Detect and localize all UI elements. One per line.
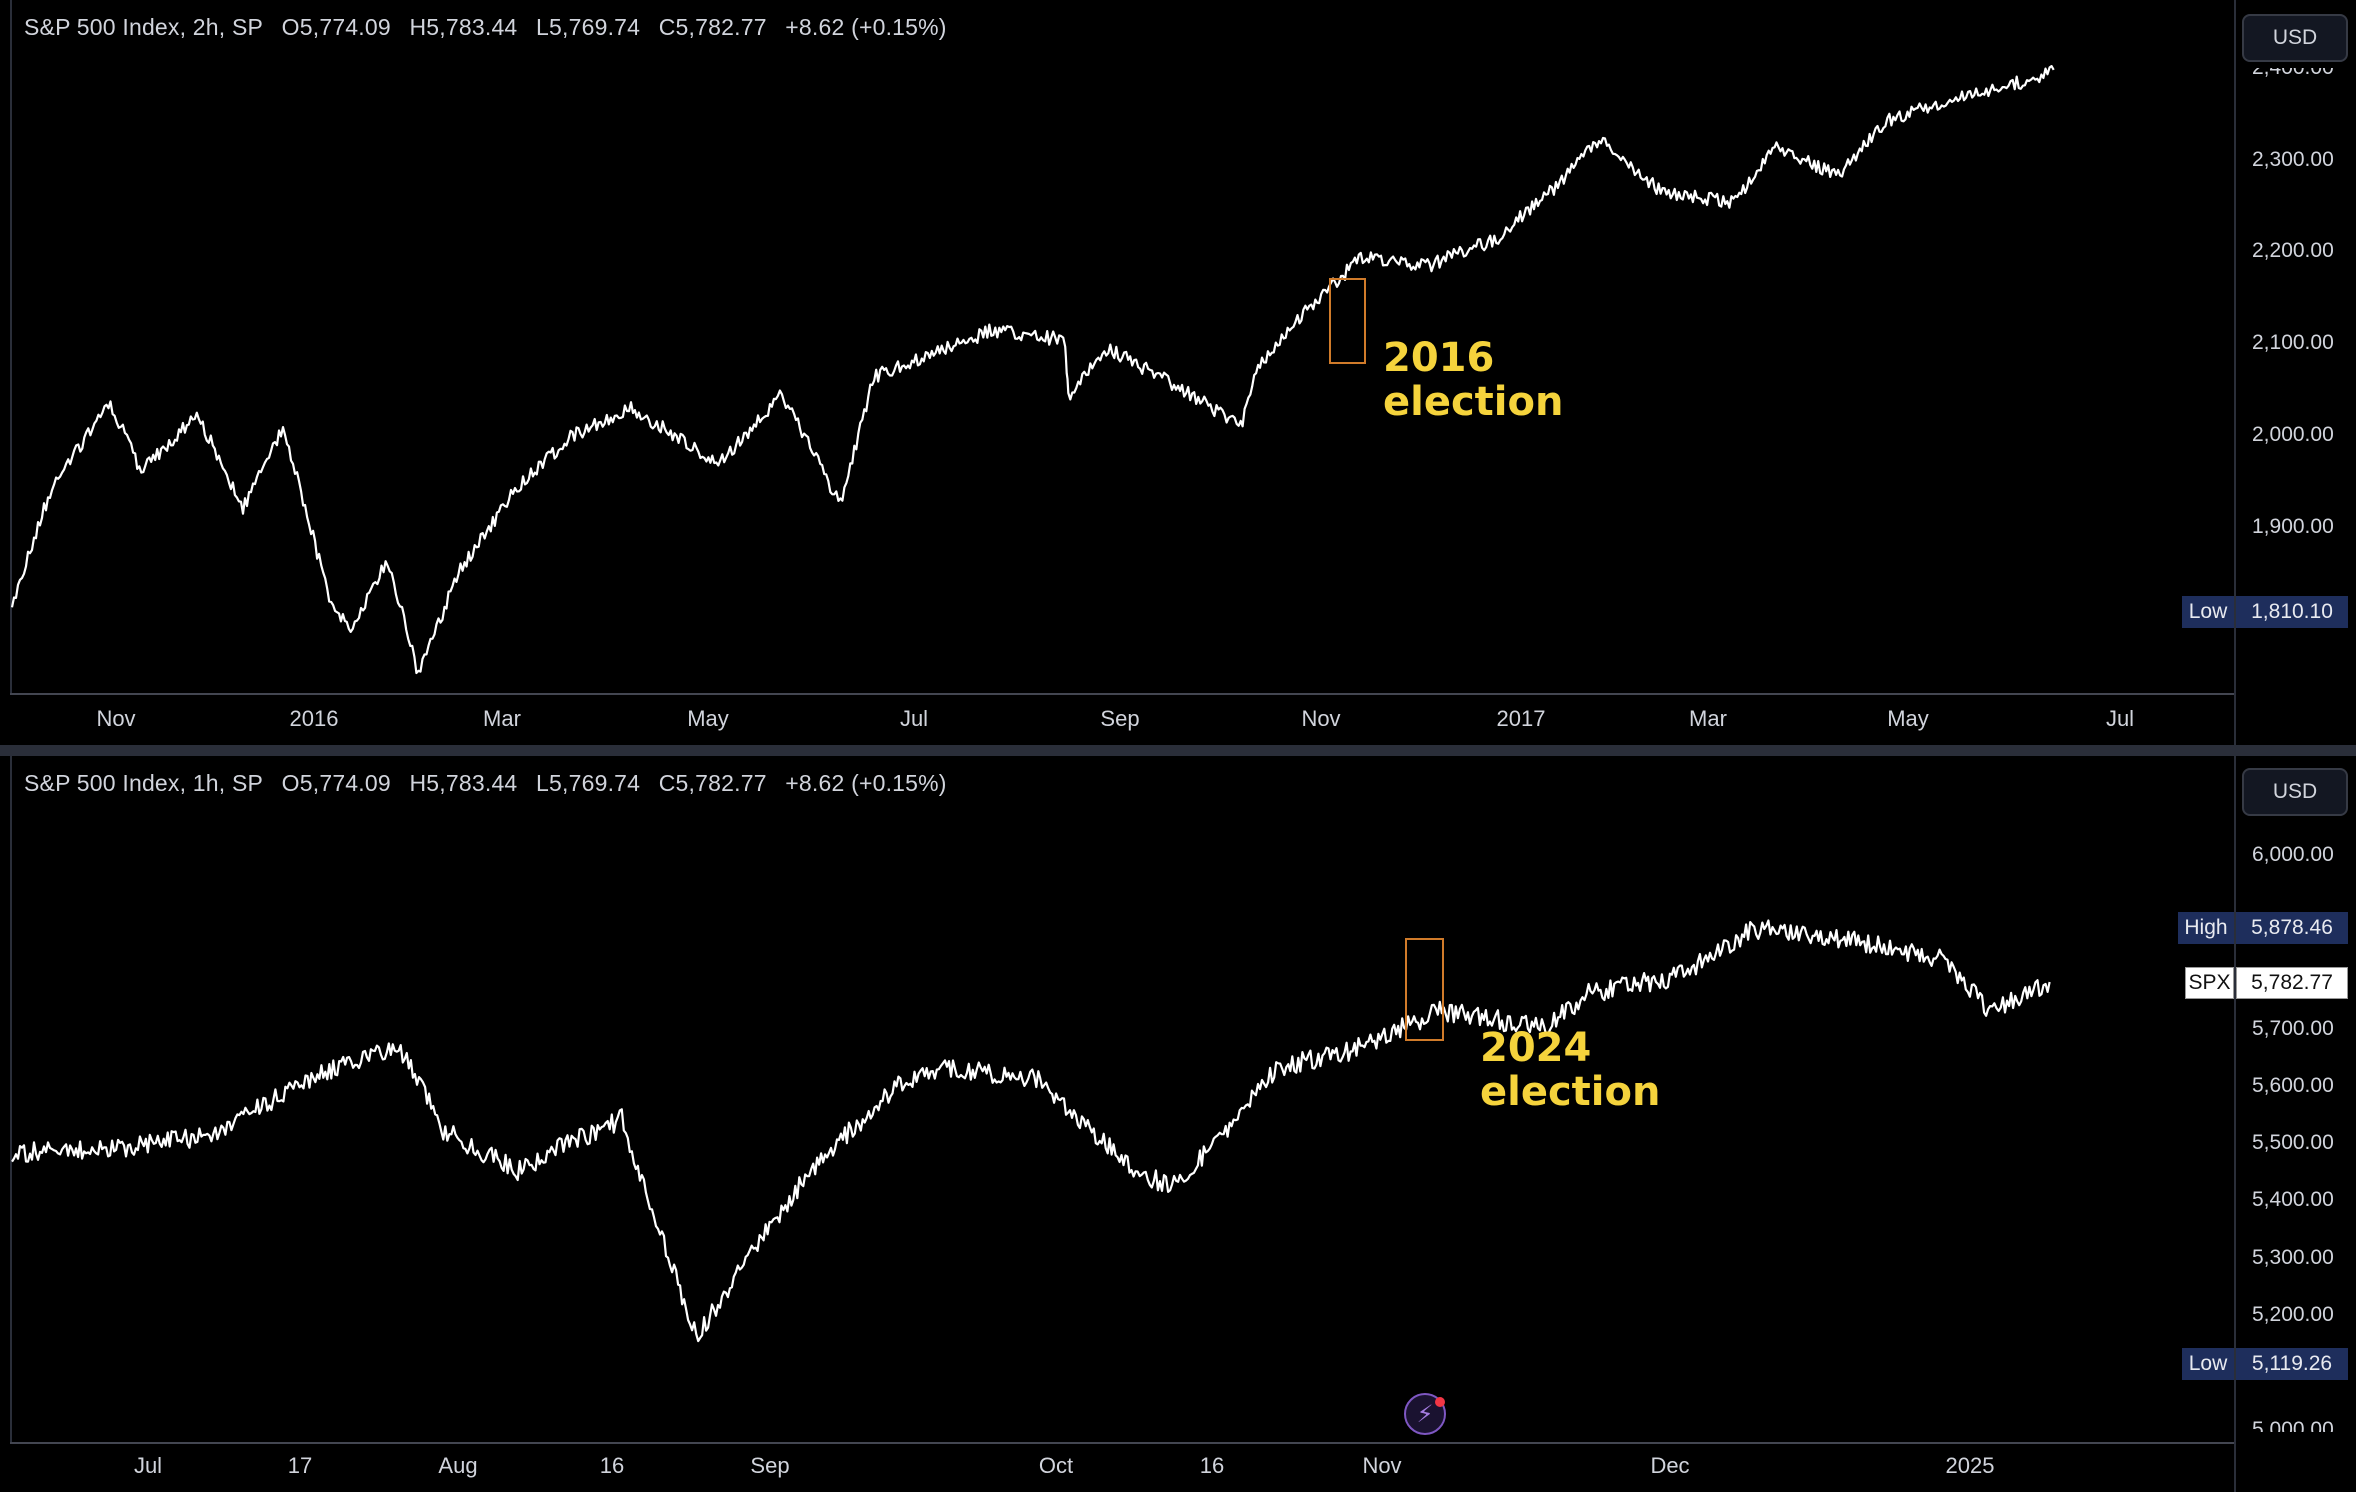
x-tick-label: Jul bbox=[133, 1453, 163, 1478]
x-tick-label: May bbox=[1887, 706, 1929, 731]
legend-high: H5,783.44 bbox=[409, 14, 518, 40]
low-tag-value: 5,119.26 bbox=[2236, 1348, 2348, 1380]
symbol-legend: S&P 500 Index, 1h, SP O5,774.09 H5,783.4… bbox=[24, 770, 959, 797]
y-tick-label: 5,000.00 bbox=[2252, 1418, 2334, 1432]
legend-change: +8.62 (+0.15%) bbox=[785, 770, 947, 796]
y-tick-label: 6,000.00 bbox=[2252, 843, 2334, 866]
election-annotation-2024: 2024 election bbox=[1480, 1026, 1660, 1114]
annotation-year: 2016 bbox=[1383, 335, 1495, 381]
x-tick-label: Mar bbox=[483, 706, 521, 731]
x-tick-label: Nov bbox=[96, 706, 136, 731]
y-tick-label: 5,500.00 bbox=[2252, 1131, 2334, 1154]
legend-high: H5,783.44 bbox=[409, 770, 518, 796]
price-series-line bbox=[11, 919, 2051, 1343]
x-tick-label: May bbox=[687, 706, 729, 731]
y-tick-label: 5,600.00 bbox=[2252, 1074, 2334, 1097]
y-tick-label: 1,900.00 bbox=[2252, 515, 2334, 538]
x-tick-label: Jul bbox=[2105, 706, 2135, 731]
annotation-label: election bbox=[1480, 1069, 1661, 1115]
y-tick-label: 5,400.00 bbox=[2252, 1188, 2334, 1211]
low-tag-label: Low bbox=[2182, 1348, 2234, 1380]
election-annotation-2016: 2016 election bbox=[1383, 336, 1563, 424]
y-tick-label: 2,400.00 bbox=[2252, 56, 2334, 79]
x-tick-label: 2025 bbox=[1945, 1453, 1995, 1478]
x-axis-line bbox=[10, 1442, 2234, 1444]
notification-dot bbox=[1435, 1397, 1445, 1407]
price-series-line bbox=[10, 65, 2055, 675]
x-tick-label: Jul bbox=[899, 706, 929, 731]
symbol-legend: S&P 500 Index, 2h, SP O5,774.09 H5,783.4… bbox=[24, 14, 959, 41]
symbol-price-tag-label: SPX bbox=[2185, 967, 2234, 999]
x-tick-label: 17 bbox=[287, 1453, 313, 1478]
low-tag-label: Low bbox=[2182, 596, 2234, 628]
y-axis-separator bbox=[2234, 756, 2236, 1492]
pane-left-border bbox=[10, 756, 12, 1442]
y-tick-label: 2,300.00 bbox=[2252, 148, 2334, 171]
x-tick-label: Aug bbox=[438, 1453, 478, 1478]
annotation-label: election bbox=[1383, 379, 1564, 425]
y-axis-separator bbox=[2234, 0, 2236, 745]
chart-pane-2016[interactable]: S&P 500 Index, 2h, SP O5,774.09 H5,783.4… bbox=[0, 0, 2356, 745]
high-tag-value: 5,878.46 bbox=[2236, 912, 2348, 944]
y-tick-label: 2,100.00 bbox=[2252, 331, 2334, 354]
legend-low: L5,769.74 bbox=[536, 14, 641, 40]
x-tick-label: 16 bbox=[1199, 1453, 1225, 1478]
pane-divider[interactable] bbox=[0, 745, 2356, 756]
legend-close: C5,782.77 bbox=[658, 14, 767, 40]
x-tick-label: Nov bbox=[1362, 1453, 1402, 1478]
annotation-year: 2024 bbox=[1480, 1025, 1592, 1071]
y-tick-label: 5,700.00 bbox=[2252, 1017, 2334, 1040]
y-tick-label: 5,200.00 bbox=[2252, 1303, 2334, 1326]
currency-button[interactable]: USD bbox=[2242, 14, 2348, 62]
last-price-tag: 5,782.77 bbox=[2236, 967, 2348, 999]
x-tick-label: Nov bbox=[1301, 706, 1341, 731]
y-tick-label: 5,300.00 bbox=[2252, 1246, 2334, 1269]
pane-left-border bbox=[10, 0, 12, 693]
election-highlight-box bbox=[1329, 278, 1366, 364]
x-tick-label: 2016 bbox=[289, 706, 339, 731]
legend-symbol: S&P 500 Index, 2h, SP bbox=[24, 14, 264, 40]
x-tick-label: Sep bbox=[1100, 706, 1140, 731]
x-tick-label: 16 bbox=[599, 1453, 625, 1478]
low-tag-value: 1,810.10 bbox=[2236, 596, 2348, 628]
legend-change: +8.62 (+0.15%) bbox=[785, 14, 947, 40]
election-highlight-box bbox=[1405, 938, 1444, 1041]
legend-open: O5,774.09 bbox=[281, 14, 391, 40]
price-plot-2016[interactable] bbox=[0, 0, 2234, 693]
price-plot-2024[interactable] bbox=[0, 756, 2234, 1442]
y-tick-label: 2,000.00 bbox=[2252, 423, 2334, 446]
legend-open: O5,774.09 bbox=[281, 770, 391, 796]
currency-button[interactable]: USD bbox=[2242, 768, 2348, 816]
chart-pane-2024[interactable]: S&P 500 Index, 1h, SP O5,774.09 H5,783.4… bbox=[0, 756, 2356, 1492]
x-axis-line bbox=[10, 693, 2234, 695]
legend-symbol: S&P 500 Index, 1h, SP bbox=[24, 770, 264, 796]
y-tick-label: 2,200.00 bbox=[2252, 239, 2334, 262]
legend-low: L5,769.74 bbox=[536, 770, 641, 796]
legend-close: C5,782.77 bbox=[658, 770, 767, 796]
x-tick-label: 2017 bbox=[1496, 706, 1546, 731]
x-tick-label: Dec bbox=[1650, 1453, 1690, 1478]
x-tick-label: Sep bbox=[750, 1453, 790, 1478]
x-tick-label: Oct bbox=[1038, 1453, 1074, 1478]
x-tick-label: Mar bbox=[1689, 706, 1727, 731]
high-tag-label: High bbox=[2178, 912, 2234, 944]
